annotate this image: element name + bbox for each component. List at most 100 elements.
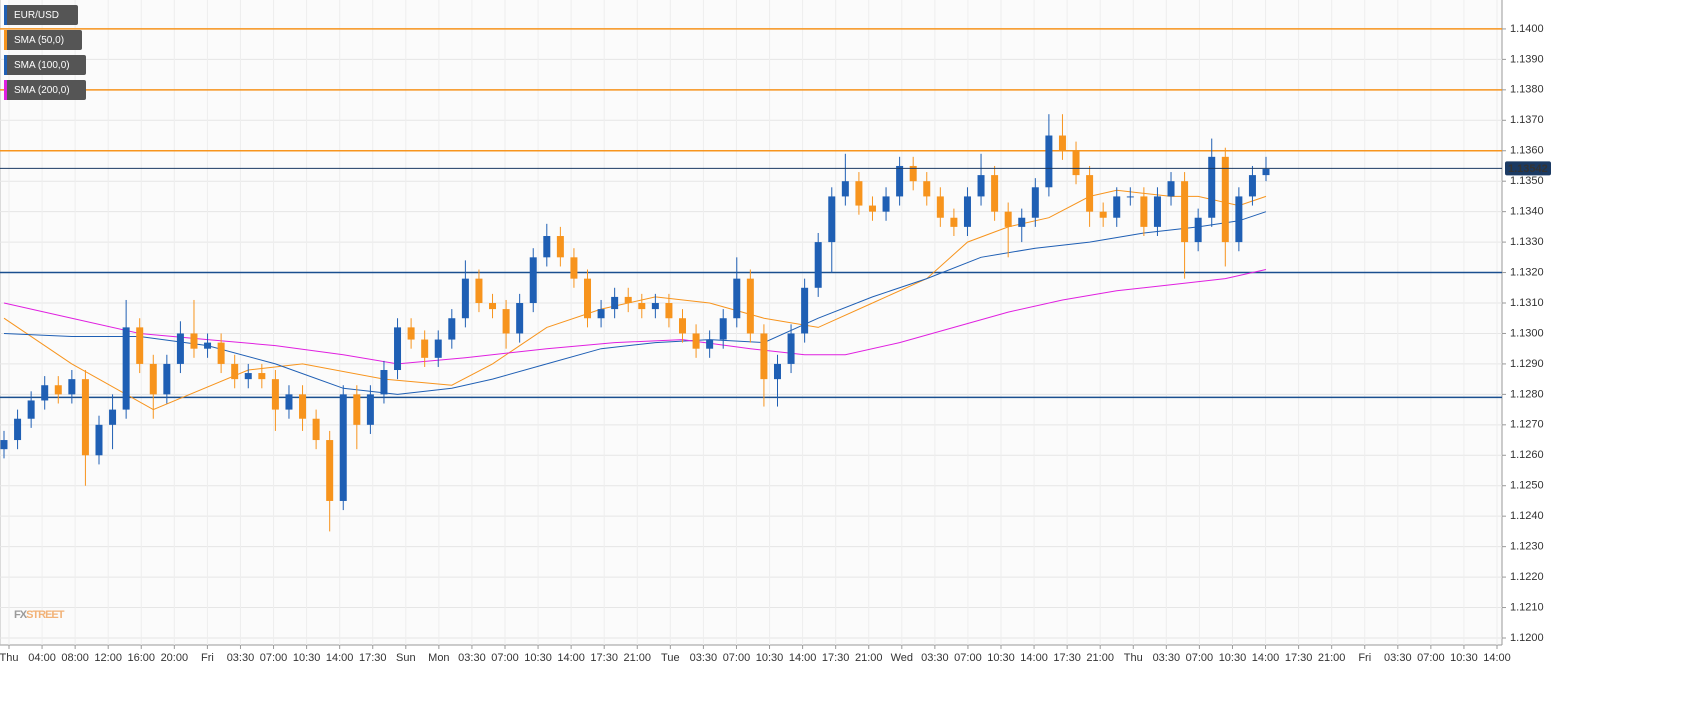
candle-body [299,394,307,419]
candle-body [339,394,347,501]
candle-body [1004,211,1012,227]
x-tick-label: 17:30 [359,652,387,664]
y-tick-label: 1.1220 [1510,571,1544,583]
legend-label: SMA (50,0) [14,35,64,46]
candle-body [936,196,944,218]
candle-body [570,257,578,279]
candle-body [421,339,429,358]
candle-body [1181,181,1189,243]
candle-body [353,394,361,425]
x-tick-label: Sun [396,652,416,664]
candle-body [258,373,266,380]
candle-body [285,394,293,410]
candle-body [543,236,551,258]
candle-body [434,339,442,358]
y-tick-label: 1.1260 [1510,449,1544,461]
candle-body [163,363,171,395]
x-tick-label: 14:00 [1483,652,1511,664]
candle-body [312,418,320,441]
legend-swatch [4,5,7,25]
candle-body [54,385,62,395]
y-tick-label: 1.1370 [1510,114,1544,126]
candle-body [475,278,483,304]
candle-body [719,318,727,340]
candle-body [841,181,849,197]
y-tick-label: 1.1400 [1510,23,1544,35]
y-tick-label: 1.1290 [1510,358,1544,370]
x-tick-label: 14:00 [557,652,585,664]
candle-body [828,196,836,243]
candle-body [882,196,890,212]
candle-body [380,370,388,395]
candle-body [271,379,279,410]
candle-body [0,440,8,450]
x-tick-label: Fri [1358,652,1371,664]
x-tick-label: 03:30 [921,652,949,664]
candle-body [950,217,958,227]
x-tick-label: 17:30 [1285,652,1313,664]
candle-body [733,278,741,319]
candle-body [556,236,564,258]
candle-body [461,278,469,319]
candle-body [1235,196,1243,243]
candle-body [760,333,768,380]
candle-body [1208,156,1216,218]
legend-label: SMA (200,0) [14,85,70,96]
x-tick-label: Wed [891,652,913,664]
y-tick-label: 1.1200 [1510,632,1544,644]
x-tick-label: 03:30 [1384,652,1412,664]
x-tick-label: 07:00 [1186,652,1214,664]
legend-box [4,55,86,75]
candle-body [502,309,510,334]
x-tick-label: 21:00 [1318,652,1346,664]
candle-body [814,242,822,288]
candle-body [1153,196,1161,227]
x-tick-label: Thu [0,652,18,664]
candle-body [394,327,402,371]
candle-body [81,379,89,456]
candle-body [448,318,456,340]
candle-body [801,287,809,334]
candle-body [1248,175,1256,197]
x-tick-label: 10:30 [756,652,784,664]
candle-body [1126,196,1134,198]
candle-body [1018,217,1026,227]
y-tick-label: 1.1240 [1510,510,1544,522]
candle-body [909,165,917,182]
legend-swatch [4,80,7,100]
candle-body [896,165,904,197]
candle-body [868,205,876,212]
sma-line [3,269,1267,365]
y-tick-label: 1.1280 [1510,388,1544,400]
legend-box [4,30,82,50]
x-tick-label: 07:00 [954,652,982,664]
candle-body [41,385,49,401]
x-tick-label: 14:00 [1020,652,1048,664]
x-tick-label: 10:30 [524,652,552,664]
candle-body [516,303,524,334]
candle-body [665,303,673,319]
candle-body [773,363,781,380]
candle-body [1099,211,1107,218]
legend-box [4,5,78,25]
candle-body [176,333,184,364]
y-tick-label: 1.1250 [1510,480,1544,492]
y-tick-label: 1.1300 [1510,327,1544,339]
x-tick-label: 03:30 [227,652,255,664]
x-tick-label: 21:00 [855,652,883,664]
x-tick-label: 07:00 [723,652,751,664]
candle-body [122,327,130,410]
candle-body [1058,135,1066,151]
y-tick-label: 1.1340 [1510,206,1544,218]
x-tick-label: 17:30 [822,652,850,664]
candle-body [1194,217,1202,243]
y-tick-label: 1.1350 [1510,175,1544,187]
legend-swatch [4,30,7,50]
candle-body [1167,181,1175,197]
candle-body [1140,196,1148,227]
x-tick-label: Mon [428,652,449,664]
y-tick-label: 1.1330 [1510,236,1544,248]
watermark-part: STREET [26,609,65,621]
candle-body [1045,135,1053,188]
x-tick-label: 10:30 [987,652,1015,664]
